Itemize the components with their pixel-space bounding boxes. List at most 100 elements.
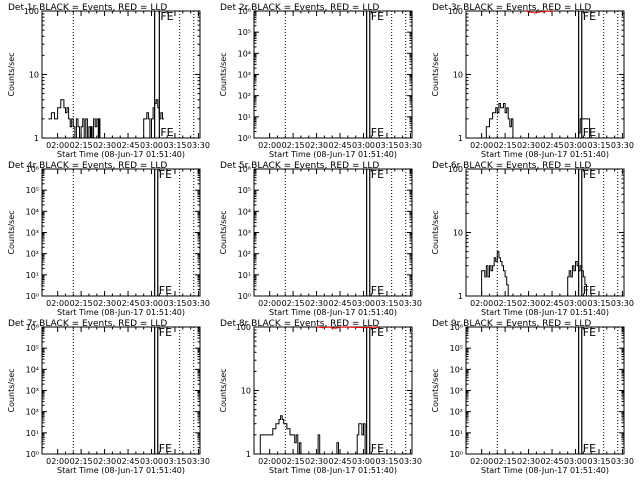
x-tick-label: 03:30 <box>187 457 210 466</box>
x-tick-label: 03:30 <box>399 299 422 308</box>
y-axis-label: Counts/sec <box>219 52 228 96</box>
x-tick-label: 03:00 <box>140 457 163 466</box>
y-tick-label: 1 <box>246 450 251 459</box>
y-axis-label: Counts/sec <box>431 368 440 412</box>
x-axis-label: Start Time (08-Jun-17 01:51:40) <box>57 150 185 159</box>
x-tick-label: 03:30 <box>611 141 634 150</box>
x-tick-label: 02:45 <box>541 457 564 466</box>
chart-title: Det 6r BLACK = Events, RED = LLD <box>432 161 591 171</box>
y-tick-label: 100 <box>24 7 39 16</box>
chart-panel: Det 7r BLACK = Events, RED = LLD 10⁰ 10¹ 10… <box>7 319 210 475</box>
y-axis-label: Counts/sec <box>7 368 16 412</box>
events-series-line <box>485 103 592 139</box>
chart-panel: Det 8r BLACK = Events, RED = LLD 1 10 100 Co… <box>219 319 422 475</box>
chart-title: Det 2r BLACK = Events, RED = LLD <box>220 3 379 13</box>
x-tick-label: 02:15 <box>494 299 517 308</box>
x-axis-label: Start Time (08-Jun-17 01:51:40) <box>481 308 609 317</box>
x-tick-label: 02:15 <box>282 299 305 308</box>
y-tick-label: 10 <box>241 387 251 396</box>
fe-label: FE <box>159 284 172 297</box>
y-tick-label: 10³ <box>238 229 251 238</box>
x-tick-label: 02:45 <box>329 299 352 308</box>
y-tick-label: 10³ <box>450 387 463 396</box>
x-tick-label: 03:15 <box>163 141 186 150</box>
y-axis-label: Counts/sec <box>7 52 16 96</box>
fe-label: FE <box>371 326 384 339</box>
y-tick-label: 100 <box>236 323 251 332</box>
plot-frame <box>41 326 201 455</box>
chart-title: Det 4r BLACK = Events, RED = LLD <box>8 161 167 171</box>
chart-panel: Det 9r BLACK = Events, RED = LLD 10⁰ 10¹ 10… <box>431 319 634 475</box>
chart-title: Det 8r BLACK = Events, RED = LLD <box>220 319 379 329</box>
y-tick-label: 10⁶ <box>238 7 251 16</box>
x-tick-label: 02:15 <box>494 457 517 466</box>
x-axis-label: Start Time (08-Jun-17 01:51:40) <box>57 308 185 317</box>
x-tick-label: 03:00 <box>564 457 587 466</box>
lld-series-line <box>316 326 380 329</box>
x-tick-label: 03:30 <box>611 299 634 308</box>
y-tick-label: 10⁴ <box>238 49 251 58</box>
events-series-line <box>48 99 164 139</box>
y-tick-label: 10⁰ <box>26 450 39 459</box>
y-tick-label: 10 <box>453 229 463 238</box>
y-axis-label: Counts/sec <box>431 52 440 96</box>
chart-panel: Det 4r BLACK = Events, RED = LLD 10⁰ 10¹ 10… <box>7 161 210 317</box>
x-tick-label: 02:00 <box>470 141 493 150</box>
x-axis-label: Start Time (08-Jun-17 01:51:40) <box>269 308 397 317</box>
chart-panel: Det 1r BLACK = Events, RED = LLD 1 10 100 Co… <box>7 3 210 159</box>
y-tick-label: 10² <box>238 92 251 101</box>
y-tick-label: 10 <box>29 71 39 80</box>
x-tick-label: 02:45 <box>329 141 352 150</box>
chart-title: Det 5r BLACK = Events, RED = LLD <box>220 161 379 171</box>
x-tick-label: 03:30 <box>611 457 634 466</box>
fe-label: FE <box>583 326 596 339</box>
x-tick-label: 03:00 <box>564 141 587 150</box>
x-tick-label: 02:15 <box>70 299 93 308</box>
x-tick-label: 02:45 <box>541 141 564 150</box>
chart-title: Det 7r BLACK = Events, RED = LLD <box>8 319 167 329</box>
x-tick-label: 03:30 <box>187 141 210 150</box>
x-tick-label: 03:15 <box>587 141 610 150</box>
x-tick-label: 03:00 <box>140 299 163 308</box>
fe-label: FE <box>371 126 384 139</box>
fe-label: FE <box>371 284 384 297</box>
y-tick-label: 10 <box>453 71 463 80</box>
x-tick-label: 03:15 <box>587 457 610 466</box>
y-axis-label: Counts/sec <box>219 210 228 254</box>
plot-frame <box>465 326 625 455</box>
y-tick-label: 10³ <box>238 71 251 80</box>
x-tick-label: 02:00 <box>46 141 69 150</box>
x-tick-label: 02:00 <box>46 299 69 308</box>
y-tick-label: 10⁴ <box>26 365 39 374</box>
x-tick-label: 02:30 <box>517 457 540 466</box>
plot-frame <box>253 168 413 297</box>
x-tick-label: 02:00 <box>470 457 493 466</box>
y-tick-label: 10¹ <box>26 271 39 280</box>
x-tick-label: 03:00 <box>564 299 587 308</box>
y-tick-label: 10⁶ <box>26 323 39 332</box>
fe-label: FE <box>371 442 384 455</box>
y-tick-label: 10¹ <box>238 271 251 280</box>
y-tick-label: 10² <box>26 408 39 417</box>
y-tick-label: 10² <box>450 408 463 417</box>
y-tick-label: 10⁵ <box>26 186 39 195</box>
y-tick-label: 10⁴ <box>450 365 463 374</box>
x-axis-label: Start Time (08-Jun-17 01:51:40) <box>481 466 609 475</box>
x-tick-label: 02:15 <box>282 141 305 150</box>
x-tick-label: 03:00 <box>352 141 375 150</box>
y-tick-label: 10⁰ <box>238 292 251 301</box>
y-tick-label: 10⁴ <box>238 207 251 216</box>
chart-panel: Det 3r BLACK = Events, RED = LLD 1 10 100 Co… <box>431 3 634 159</box>
y-tick-label: 10⁰ <box>238 134 251 143</box>
y-tick-label: 10¹ <box>26 429 39 438</box>
lld-series-line <box>525 10 554 14</box>
fe-label: FE <box>583 284 596 297</box>
y-tick-label: 10⁵ <box>26 344 39 353</box>
x-tick-label: 02:00 <box>46 457 69 466</box>
x-tick-label: 02:30 <box>517 299 540 308</box>
x-axis-label: Start Time (08-Jun-17 01:51:40) <box>57 466 185 475</box>
events-series-line <box>259 415 366 455</box>
y-tick-label: 1 <box>458 134 463 143</box>
x-tick-label: 02:45 <box>117 457 140 466</box>
y-tick-label: 10⁵ <box>238 28 251 37</box>
